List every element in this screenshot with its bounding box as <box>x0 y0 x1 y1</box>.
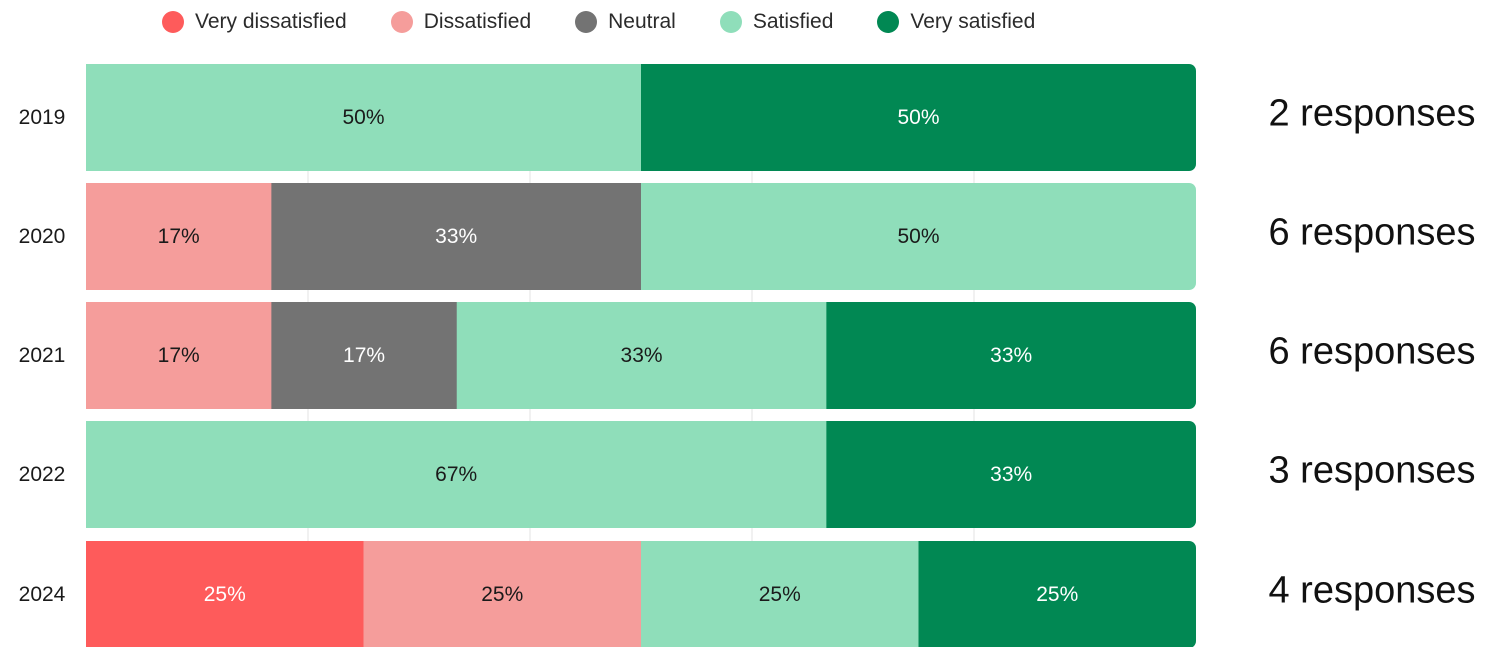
legend-label: Very dissatisfied <box>195 10 347 33</box>
category-label: 2021 <box>19 344 66 367</box>
bar-row-2019 <box>86 64 1196 171</box>
category-label: 2020 <box>19 225 66 248</box>
data-label: 25% <box>759 583 801 606</box>
bar-segment-satisfied <box>456 302 827 409</box>
data-label: 25% <box>1036 583 1078 606</box>
legend-label: Dissatisfied <box>423 10 532 33</box>
category-label: 2022 <box>19 463 66 486</box>
bar-segment-dissatisfied <box>86 183 272 290</box>
bar-segment-very-satisfied <box>826 302 1196 409</box>
legend-label: Satisfied <box>752 10 834 33</box>
bar-segment-very-satisfied <box>918 541 1196 647</box>
category-label: 2024 <box>19 583 66 606</box>
data-label: 33% <box>990 463 1032 486</box>
data-label: 50% <box>897 106 939 129</box>
bar-segment-very-satisfied <box>826 421 1196 528</box>
bar-segment-satisfied <box>86 64 642 171</box>
legend-swatch <box>162 11 184 33</box>
legend-item-dissatisfied: Dissatisfied <box>390 10 532 34</box>
response-count: 3 responses <box>1268 450 1475 492</box>
data-label: 17% <box>158 344 200 367</box>
category-label: 2019 <box>19 106 66 129</box>
data-label: 50% <box>342 106 384 129</box>
data-label: 67% <box>435 463 477 486</box>
legend-swatch <box>877 11 900 33</box>
response-count: 6 responses <box>1268 331 1475 373</box>
data-label: 25% <box>204 583 246 606</box>
legend-item-satisfied: Satisfied <box>719 10 834 34</box>
bar-segment-satisfied <box>86 421 827 528</box>
bar-row-2024 <box>86 541 1196 647</box>
data-label: 33% <box>990 344 1032 367</box>
bar-segment-satisfied <box>641 541 919 647</box>
response-count: 2 responses <box>1268 93 1475 135</box>
legend-item-very-satisfied: Very satisfied <box>877 10 1035 34</box>
bar-segment-very-dissatisfied <box>86 541 364 647</box>
response-count: 6 responses <box>1268 212 1475 254</box>
data-label: 33% <box>435 225 477 248</box>
data-label: 50% <box>897 225 939 248</box>
legend-swatch <box>390 11 413 33</box>
legend-swatch <box>719 11 742 33</box>
legend-item-neutral: Neutral <box>575 10 676 34</box>
bar-row-2022 <box>86 421 1196 528</box>
bar-segment-satisfied <box>641 183 1196 290</box>
legend-label: Very satisfied <box>910 10 1036 33</box>
bar-segment-neutral <box>271 183 642 290</box>
data-label: 25% <box>481 583 523 606</box>
legend-label: Neutral <box>608 10 676 33</box>
bar-segment-dissatisfied <box>86 302 272 409</box>
bar-segment-neutral <box>271 302 458 409</box>
response-count: 4 responses <box>1268 570 1475 612</box>
legend-item-very-dissatisfied: Very dissatisfied <box>162 10 347 34</box>
legend: Very dissatisfied Dissatisfied Neutral Sati… <box>0 0 1490 44</box>
data-label: 33% <box>621 344 663 367</box>
data-label: 17% <box>343 344 385 367</box>
legend-swatch <box>575 11 598 33</box>
bar-segment-dissatisfied <box>363 541 642 647</box>
bar-row-2020 <box>86 183 1196 290</box>
bar-segment-very-satisfied <box>641 64 1196 171</box>
data-label: 17% <box>158 225 200 248</box>
bar-row-2021 <box>86 302 1196 409</box>
